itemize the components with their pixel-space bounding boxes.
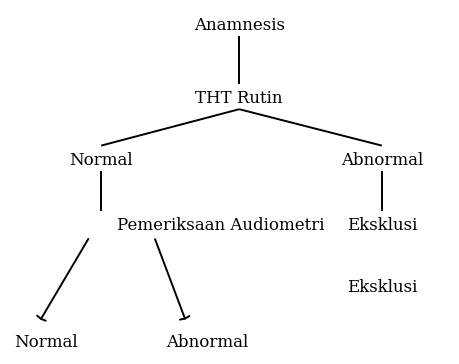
Text: Eksklusi: Eksklusi <box>346 279 416 296</box>
Text: Eksklusi: Eksklusi <box>346 217 416 234</box>
Text: Abnormal: Abnormal <box>340 152 422 169</box>
Text: Pemeriksaan Audiometri: Pemeriksaan Audiometri <box>117 217 324 234</box>
Text: Abnormal: Abnormal <box>165 334 247 351</box>
Text: Normal: Normal <box>14 334 77 351</box>
Text: Anamnesis: Anamnesis <box>193 17 284 34</box>
Text: THT Rutin: THT Rutin <box>195 90 282 107</box>
Text: Normal: Normal <box>69 152 133 169</box>
